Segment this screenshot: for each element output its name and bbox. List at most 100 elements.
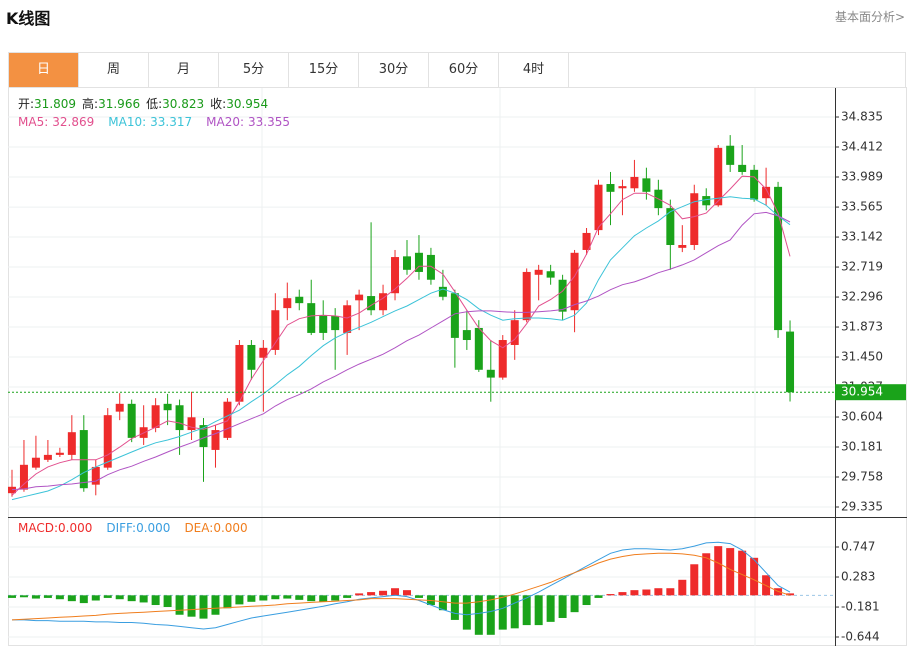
macd-bar [534,595,543,626]
analysis-link[interactable]: 基本面分析> [834,10,905,24]
period-tab[interactable]: 周 [79,53,149,87]
y-tick-label: 31.873 [841,320,883,334]
macd-bar [702,553,711,596]
candle-body [391,257,400,294]
candle-body [79,430,88,489]
macd-bar [558,595,567,618]
legend-name: DEA: [184,521,213,535]
macd-bar [402,590,411,596]
y-tick-label: 32.296 [841,290,883,304]
legend: MA5: 32.869 MA10: 33.317 MA20: 33.355 [18,115,290,129]
macd-bar [486,595,495,635]
legend-value: 32.869 [52,115,94,129]
macd-bar [714,546,723,596]
macd-bar [570,595,579,613]
macd-bar [283,595,292,599]
ohlc-info: 开:31.809 高:31.966 低:30.823 收:30.954 [18,96,268,111]
candle-body [151,405,160,428]
indicator-line [11,552,791,621]
candle-body [510,320,519,345]
candle-body [558,279,567,312]
legend-value: 33.355 [248,115,290,129]
macd-bar [582,595,591,606]
candle-body [259,347,268,358]
macd-bar [175,595,184,615]
macd-bar [606,594,615,596]
period-tab[interactable]: 5分 [219,53,289,87]
macd-bar [510,595,519,629]
macd-bar [31,595,40,599]
candle-body [343,305,352,333]
candle-body [67,432,76,455]
candle-body [678,245,687,248]
macd-bar [103,595,112,598]
y-tick-label: 30.181 [841,440,883,454]
candle-body [486,369,495,378]
macd-bar [594,595,603,598]
y-tick-label: 33.142 [841,230,883,244]
candle-body [247,344,256,370]
candle-body [211,430,220,450]
y-tick-label: 34.835 [841,110,883,124]
macd-bar [498,595,507,630]
candle-body [235,344,244,402]
macd-bar [343,595,352,598]
macd-bar [331,595,340,601]
period-tab[interactable]: 60分 [429,53,499,87]
indicator-line [11,211,791,491]
candle-body [127,403,136,438]
candle-body [522,271,531,321]
macd-bar [79,595,88,604]
candle-body [762,186,771,199]
macd-bar [7,595,16,598]
candle-body [331,315,340,331]
macd-bar [474,595,483,635]
candle-body [271,310,280,350]
page-title: K线图 [6,9,51,28]
legend-value: 0.000 [136,521,170,535]
period-tabs: 日周月 5分 15分 30分 60分 4时 [8,52,906,87]
macd-bar [19,595,28,598]
macd-bar [151,595,160,606]
candle-body [450,293,459,338]
candle-body [738,164,747,172]
candle-body [426,254,435,280]
period-tab[interactable]: 月 [149,53,219,87]
candle-body [546,271,555,278]
macd-bar [367,592,376,596]
candle-body [714,147,723,206]
candle-body [175,405,184,431]
candle-body [774,186,783,331]
macd-bar [738,550,747,596]
period-tab[interactable]: 日 [9,53,79,87]
macd-bar [91,595,100,601]
macd-bar [295,595,304,600]
candle-body [91,466,100,485]
legend-value: 33.317 [150,115,192,129]
period-tab[interactable]: 4时 [499,53,569,87]
macd-bar [726,548,735,596]
macd-bar [139,595,148,603]
y-tick-label: 31.450 [841,350,883,364]
candle-body [642,178,651,192]
candle-body [283,298,292,309]
y-tick-label: 29.758 [841,470,883,484]
macd-bar [259,595,268,601]
macd-bar [319,595,328,602]
candle-body [31,457,40,468]
macd-bar [786,593,795,596]
period-tab[interactable]: 15分 [289,53,359,87]
y-tick-label: 29.335 [841,500,883,514]
y-tick-label: 0.283 [841,570,875,584]
candle-body [582,232,591,250]
candle-body [594,184,603,231]
candle-body [618,186,627,189]
info-label: 收: [210,97,226,111]
period-tab[interactable]: 30分 [359,53,429,87]
y-tick-label: 0.747 [841,539,875,553]
candle-body [750,169,759,200]
candle-body [438,286,447,297]
last-price-box [835,384,906,401]
legend: MACD:0.000 DIFF:0.000 DEA:0.000 [18,521,248,535]
